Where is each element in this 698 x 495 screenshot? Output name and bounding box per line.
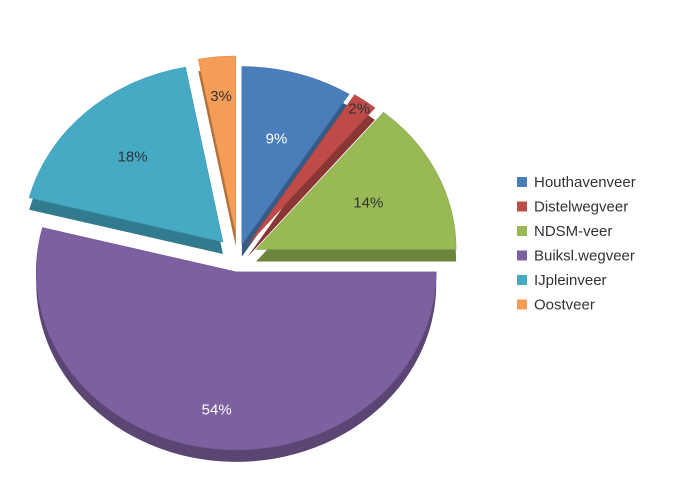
legend-item-distelwegveer: Distelwegveer — [517, 199, 628, 216]
data-label-ndsm-veer: 14% — [353, 194, 383, 211]
pie-slice-houthavenveer — [241, 66, 350, 246]
pie-slice-oostveer — [197, 55, 237, 235]
pie-slice-side-distelwegveer — [247, 106, 375, 258]
legend-label-oostveer: Oostveer — [534, 297, 595, 314]
legend-item-ndsm-veer: NDSM-veer — [517, 223, 612, 240]
legend-label-ijpleinveer: IJpleinveer — [534, 272, 607, 289]
chart-legend: Houthavenveer Distelwegveer NDSM-veer Buiks… — [517, 174, 636, 314]
legend-swatch-buiksl-wegveer — [517, 250, 527, 261]
legend-swatch-houthavenveer — [517, 177, 527, 187]
pie-slice-ndsm-veer — [255, 111, 457, 250]
data-label-oostveer: 3% — [210, 88, 232, 105]
legend-label-buiksl-wegveer: Buiksl.wegveer — [534, 248, 635, 265]
pie-slice-distelwegveer — [247, 94, 376, 246]
legend-item-ijpleinveer: IJpleinveer — [517, 272, 607, 289]
data-label-distelwegveer: 2% — [348, 100, 370, 117]
legend-swatch-distelwegveer — [517, 201, 527, 212]
data-label-houthavenveer: 9% — [266, 131, 288, 148]
data-label-buiksl-wegveer: 54% — [202, 402, 232, 419]
legend-label-ndsm-veer: NDSM-veer — [534, 223, 612, 240]
legend-swatch-oostveer — [517, 299, 527, 310]
data-label-ijpleinveer: 18% — [118, 148, 148, 165]
pie-slice-buiksl-wegveer — [35, 227, 437, 451]
legend-swatch-ijpleinveer — [517, 275, 527, 285]
pie-slice-ijpleinveer — [28, 66, 224, 243]
legend-label-houthavenveer: Houthavenveer — [534, 174, 636, 191]
legend-item-buiksl-wegveer: Buiksl.wegveer — [517, 248, 635, 265]
legend-swatch-ndsm-veer — [517, 226, 527, 236]
legend-item-houthavenveer: Houthavenveer — [517, 174, 636, 191]
legend-item-oostveer: Oostveer — [517, 297, 595, 314]
legend-label-distelwegveer: Distelwegveer — [534, 199, 628, 216]
